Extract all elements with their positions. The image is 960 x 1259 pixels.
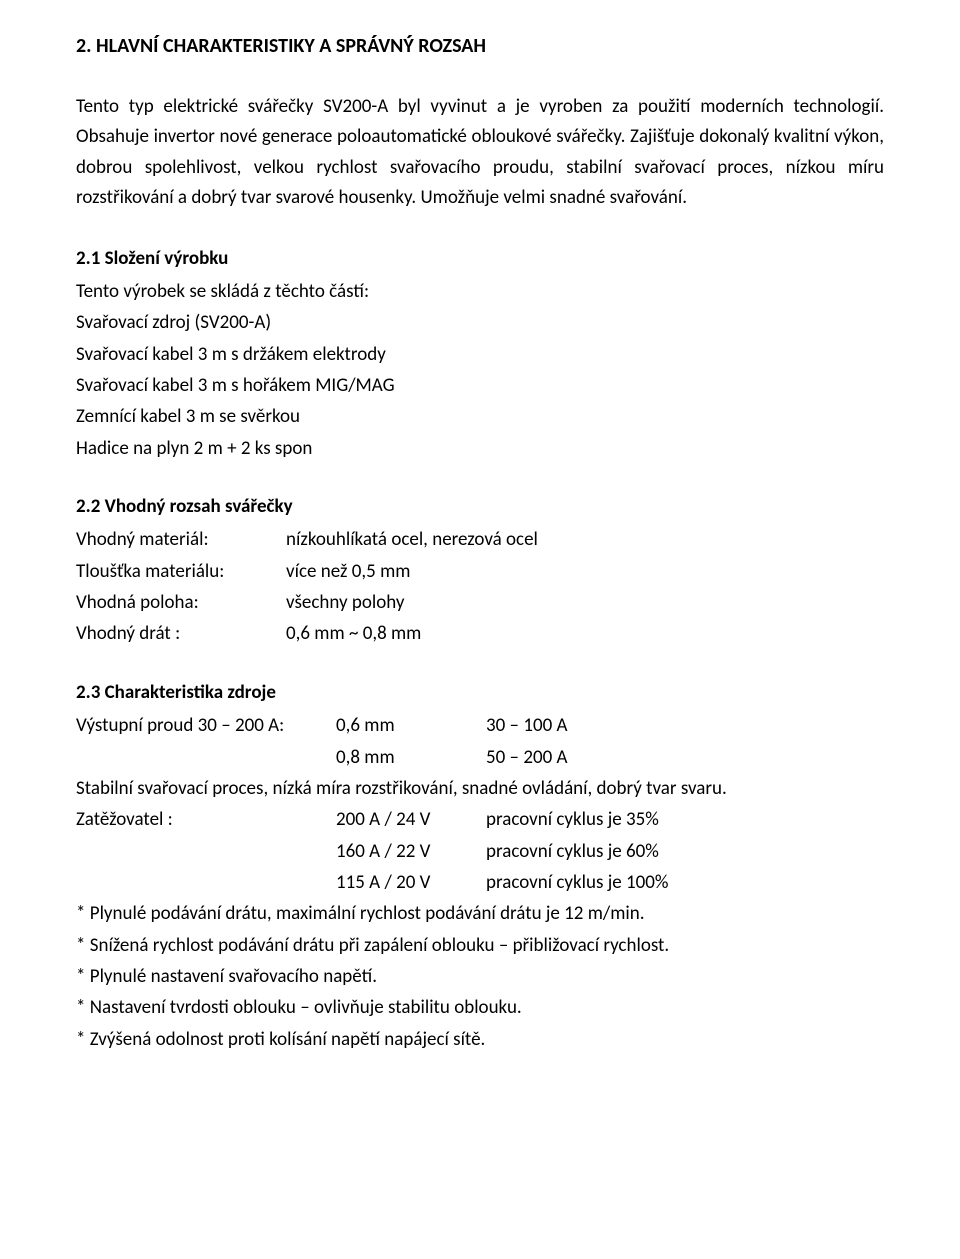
s21-item: Svařovací kabel 3 m s držákem elektrody <box>76 339 884 370</box>
s21-item: Zemnící kabel 3 m se svěrkou <box>76 401 884 432</box>
s23-bullet: * Nastavení tvrdosti oblouku – ovlivňuje… <box>76 992 884 1023</box>
s23-load-row: 160 A / 22 V pracovní cyklus je 60% <box>76 836 884 867</box>
s22-key: Vhodný materiál: <box>76 524 286 555</box>
s22-key: Vhodná poloha: <box>76 587 286 618</box>
s23-bullet: * Plynulé nastavení svařovacího napětí. <box>76 961 884 992</box>
s22-val: nízkouhlíkatá ocel, nerezová ocel <box>286 524 538 555</box>
s23-out-b: 0,6 mm <box>336 710 486 741</box>
s23-out-a <box>76 742 336 773</box>
subsection-22-body: Vhodný materiál: nízkouhlíkatá ocel, ner… <box>76 524 884 649</box>
s23-load-c: pracovní cyklus je 35% <box>486 804 884 835</box>
s22-row: Vhodná poloha: všechny polohy <box>76 587 884 618</box>
s23-out-b: 0,8 mm <box>336 742 486 773</box>
s21-item: Hadice na plyn 2 m + 2 ks spon <box>76 433 884 464</box>
subsection-21-title: 2.1 Složení výrobku <box>76 244 884 274</box>
s23-out-c: 50 – 200 A <box>486 742 884 773</box>
s23-load-c: pracovní cyklus je 100% <box>486 867 884 898</box>
s23-load-row: 115 A / 20 V pracovní cyklus je 100% <box>76 867 884 898</box>
s23-load-a <box>76 867 336 898</box>
s21-lead: Tento výrobek se skládá z těchto částí: <box>76 276 884 307</box>
s22-row: Vhodný materiál: nízkouhlíkatá ocel, ner… <box>76 524 884 555</box>
s22-key: Tloušťka materiálu: <box>76 556 286 587</box>
s22-row: Tloušťka materiálu: více než 0,5 mm <box>76 556 884 587</box>
s23-out-a: Výstupní proud 30 – 200 A: <box>76 710 336 741</box>
subsection-23-body: Výstupní proud 30 – 200 A: 0,6 mm 30 – 1… <box>76 710 884 1055</box>
intro-paragraph: Tento typ elektrické svářečky SV200-A by… <box>76 92 884 214</box>
s23-load-a <box>76 836 336 867</box>
s22-val: více než 0,5 mm <box>286 556 410 587</box>
s21-item: Svařovací kabel 3 m s hořákem MIG/MAG <box>76 370 884 401</box>
s22-key: Vhodný drát : <box>76 618 286 649</box>
s23-load-c: pracovní cyklus je 60% <box>486 836 884 867</box>
subsection-21-body: Tento výrobek se skládá z těchto částí: … <box>76 276 884 464</box>
s23-bullet: * Plynulé podávání drátu, maximální rych… <box>76 898 884 929</box>
s23-line: Stabilní svařovací proces, nízká míra ro… <box>76 773 884 804</box>
s22-val: všechny polohy <box>286 587 405 618</box>
subsection-23-title: 2.3 Charakteristika zdroje <box>76 678 884 708</box>
s22-val: 0,6 mm ~ 0,8 mm <box>286 618 421 649</box>
s23-load-b: 160 A / 22 V <box>336 836 486 867</box>
s21-item: Svařovací zdroj (SV200-A) <box>76 307 884 338</box>
s23-output-row: 0,8 mm 50 – 200 A <box>76 742 884 773</box>
s23-bullet: * Zvýšená odolnost proti kolísání napětí… <box>76 1024 884 1055</box>
s23-load-b: 200 A / 24 V <box>336 804 486 835</box>
s23-out-c: 30 – 100 A <box>486 710 884 741</box>
subsection-22-title: 2.2 Vhodný rozsah svářečky <box>76 492 884 522</box>
s23-bullet: * Snížená rychlost podávání drátu při za… <box>76 930 884 961</box>
s23-load-a: Zatěžovatel : <box>76 804 336 835</box>
s23-load-row: Zatěžovatel : 200 A / 24 V pracovní cykl… <box>76 804 884 835</box>
s23-output-row: Výstupní proud 30 – 200 A: 0,6 mm 30 – 1… <box>76 710 884 741</box>
s23-load-b: 115 A / 20 V <box>336 867 486 898</box>
s22-row: Vhodný drát : 0,6 mm ~ 0,8 mm <box>76 618 884 649</box>
section-title: 2. HLAVNÍ CHARAKTERISTIKY A SPRÁVNÝ ROZS… <box>76 30 884 62</box>
